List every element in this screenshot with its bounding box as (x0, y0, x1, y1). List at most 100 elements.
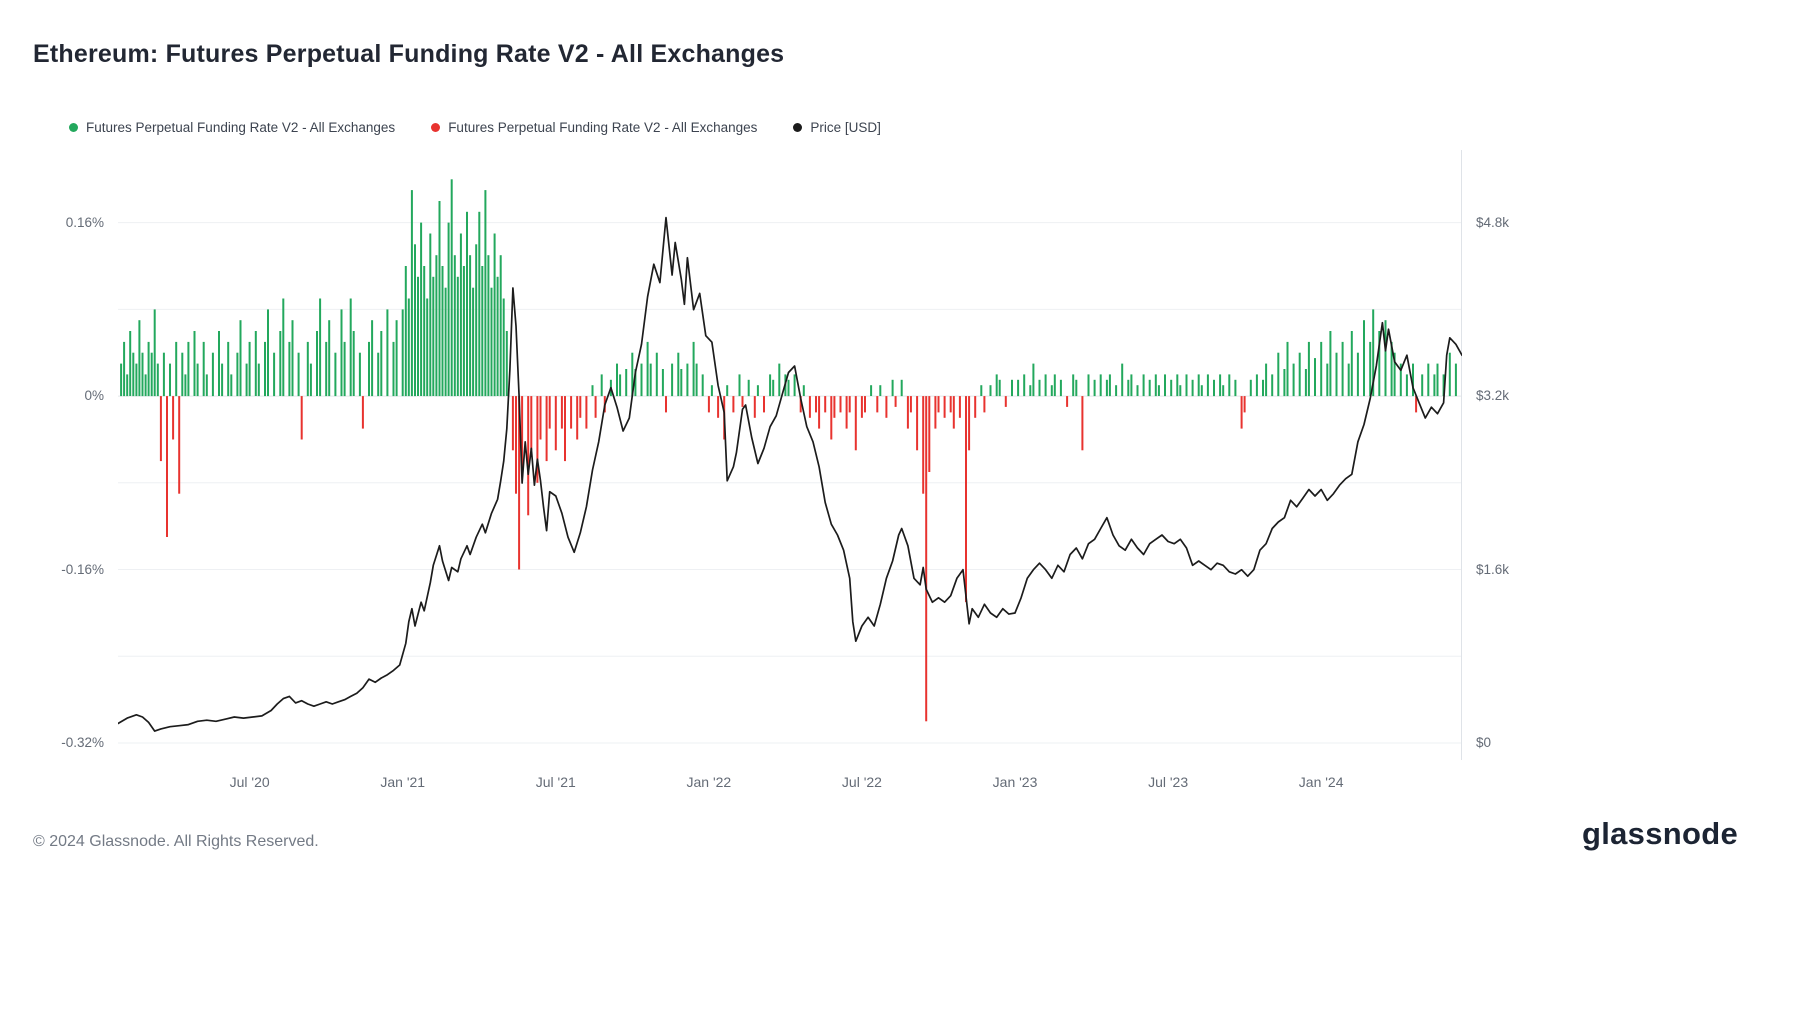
funding-bar (579, 396, 582, 418)
funding-bar (196, 363, 199, 397)
funding-bar (456, 276, 459, 396)
funding-bar (459, 233, 462, 397)
glassnode-logo[interactable]: glassnode (1581, 816, 1738, 851)
funding-bar (368, 341, 370, 397)
funding-bar (885, 396, 888, 418)
funding-bar (876, 396, 879, 413)
funding-bar (297, 352, 300, 397)
funding-bar (395, 320, 398, 397)
y-axis-tick-right: $0 (1476, 734, 1492, 750)
funding-bar (560, 396, 563, 429)
funding-bar (646, 341, 649, 397)
funding-bar (726, 385, 729, 396)
funding-bar (934, 396, 937, 429)
funding-bar (1164, 374, 1166, 397)
funding-bar (839, 396, 842, 413)
funding-bar (282, 298, 285, 397)
funding-bar (1032, 363, 1035, 397)
funding-bar (441, 266, 444, 397)
legend-item-price-usd[interactable]: Price [USD] (793, 120, 881, 135)
legend: Futures Perpetual Funding Rate V2 - All … (69, 120, 881, 135)
funding-bar (539, 396, 542, 440)
funding-bar (625, 369, 628, 397)
funding-bar (444, 287, 447, 397)
funding-bar (937, 396, 940, 413)
funding-bar (845, 396, 848, 429)
funding-bar (818, 396, 821, 429)
funding-bar (466, 211, 468, 397)
funding-bar (478, 211, 481, 397)
funding-bar (916, 396, 919, 451)
funding-bar (184, 374, 187, 397)
funding-bar (1412, 363, 1414, 397)
funding-bar (162, 352, 165, 397)
plot-canvas[interactable] (118, 150, 1462, 760)
funding-bar (747, 379, 750, 397)
legend-item-funding-negative[interactable]: Futures Perpetual Funding Rate V2 - All … (431, 120, 757, 135)
funding-bar (273, 352, 276, 397)
funding-bar (1115, 385, 1118, 396)
funding-bar (1044, 374, 1047, 397)
funding-bar (1170, 379, 1173, 397)
funding-bar (922, 396, 925, 494)
funding-bar (401, 309, 404, 397)
funding-bar (1363, 320, 1365, 397)
funding-bar (502, 298, 505, 397)
funding-bar (1029, 385, 1032, 396)
funding-bar (554, 396, 557, 451)
funding-bar (380, 331, 383, 396)
funding-bar (1320, 341, 1323, 397)
funding-bar (1148, 379, 1151, 397)
funding-bar (469, 255, 472, 397)
funding-bar (1121, 363, 1124, 397)
funding-bar (205, 374, 208, 397)
funding-bar (1329, 331, 1332, 396)
funding-bar (358, 352, 361, 397)
funding-bar (257, 363, 260, 397)
funding-bar (1127, 379, 1130, 397)
funding-bar (1390, 341, 1393, 397)
funding-bar (925, 396, 928, 722)
funding-bar (530, 396, 533, 451)
funding-bar (432, 276, 435, 396)
funding-bar (824, 396, 827, 413)
funding-bar (665, 396, 667, 413)
funding-bar (1072, 374, 1075, 397)
funding-bar (349, 298, 352, 397)
x-axis-tick: Jan '23 (992, 774, 1038, 790)
funding-bar (778, 363, 781, 397)
funding-bar (1154, 374, 1157, 397)
price-usd-dot-icon (793, 123, 803, 132)
funding-bar (407, 298, 410, 397)
funding-bar (153, 309, 156, 397)
y-axis-tick-right: $4.8k (1476, 215, 1510, 230)
y-axis-tick-left: 0% (84, 388, 104, 404)
funding-bar (227, 341, 230, 397)
legend-item-funding-positive[interactable]: Futures Perpetual Funding Rate V2 - All … (69, 120, 395, 135)
funding-bar (352, 331, 355, 396)
y-axis-tick-left: -0.32% (61, 734, 104, 750)
funding-bar (1066, 396, 1069, 407)
x-axis-tick: Jan '22 (686, 774, 732, 790)
funding-bar (1405, 374, 1408, 397)
funding-bar (484, 190, 487, 397)
funding-bar (245, 363, 248, 397)
funding-bar (695, 363, 698, 397)
price-line (118, 216, 1462, 732)
funding-bar (1075, 379, 1078, 397)
funding-bar (417, 276, 419, 396)
funding-bar (328, 320, 331, 397)
funding-bar (267, 309, 269, 397)
funding-bar (135, 363, 138, 397)
funding-bar (496, 276, 499, 396)
funding-bar (447, 222, 450, 396)
legend-label: Futures Perpetual Funding Rate V2 - All … (86, 120, 396, 135)
funding-bar (1108, 374, 1111, 397)
funding-bar (799, 396, 802, 413)
funding-bar (138, 320, 141, 397)
funding-bar (343, 341, 346, 397)
funding-bar (169, 363, 171, 397)
funding-bar (980, 385, 983, 396)
funding-bar (649, 363, 652, 397)
